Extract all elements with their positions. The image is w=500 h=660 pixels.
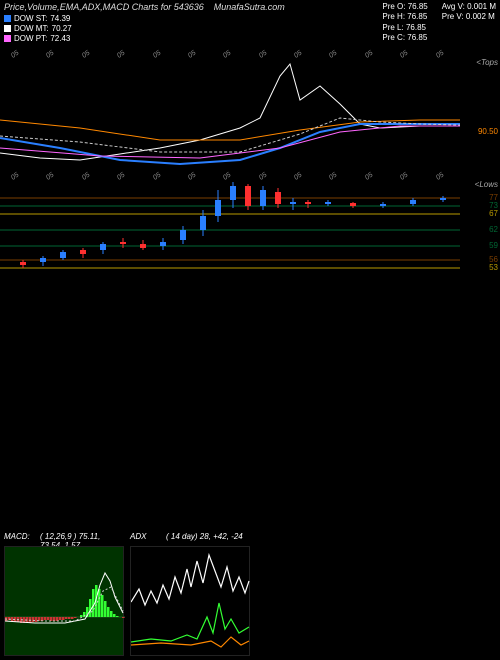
title-text: Price,Volume,EMA,ADX,MACD Charts for 543… (4, 2, 204, 12)
pre-c: Pre C: 76.85 (382, 33, 427, 43)
legend-pt-value: 72.43 (50, 34, 70, 43)
legend-st-value: 74.39 (50, 14, 70, 23)
lows-label: <Lows (475, 180, 498, 189)
legend-st: DOW ST: 74.39 (4, 14, 382, 23)
legend-pt-label: DOW PT: (14, 34, 47, 43)
date-axis-mid: 05050505050505050505050505 (0, 168, 500, 180)
site-name: MunafaSutra.com (214, 2, 285, 12)
candle-panel: <Lows 77736762595653 (0, 180, 500, 290)
price-mark: 90.50 (478, 127, 498, 136)
header-left: Price,Volume,EMA,ADX,MACD Charts for 543… (4, 2, 382, 44)
pre-l: Pre L: 76.85 (382, 23, 427, 33)
avg-v: Avg V: 0.001 M (442, 2, 496, 12)
header: Price,Volume,EMA,ADX,MACD Charts for 543… (0, 0, 500, 46)
ema-panel: <Tops 90.50 (0, 58, 500, 168)
tops-label: <Tops (476, 58, 498, 67)
macd-title: MACD: (4, 532, 30, 541)
legend-mt-value: 70.27 (52, 24, 72, 33)
legend-st-label: DOW ST: (14, 14, 47, 23)
candle-chart (0, 180, 480, 280)
pre-o: Pre O: 76.85 (382, 2, 427, 12)
legend-pt-color (4, 35, 11, 42)
indicators-row: MACD: ( 12,26,9 ) 75.11, 73.54, 1.57 ADX… (0, 546, 254, 656)
adx-container: ADX ( 14 day) 28, +42, -24 (130, 546, 250, 656)
legend-mt-color (4, 25, 11, 32)
stats-vol: Avg V: 0.001 M Pre V: 0.002 M (442, 2, 496, 44)
macd-box (4, 546, 124, 656)
legend-mt: DOW MT: 70.27 (4, 24, 382, 33)
adx-title: ADX (130, 532, 146, 541)
pre-h: Pre H: 76.85 (382, 12, 427, 22)
stats-ohlc: Pre O: 76.85 Pre H: 76.85 Pre L: 76.85 P… (382, 2, 427, 44)
adx-box (130, 546, 250, 656)
legend-st-color (4, 15, 11, 22)
ema-chart (0, 58, 480, 168)
macd-container: MACD: ( 12,26,9 ) 75.11, 73.54, 1.57 (4, 546, 124, 656)
pre-v: Pre V: 0.002 M (442, 12, 496, 22)
date-axis-top: 05050505050505050505050505 (0, 46, 500, 58)
legend-mt-label: DOW MT: (14, 24, 49, 33)
macd-chart (5, 547, 125, 657)
legend-pt: DOW PT: 72.43 (4, 34, 382, 43)
adx-params: ( 14 day) 28, +42, -24 (166, 532, 243, 541)
adx-chart (131, 547, 251, 657)
chart-title: Price,Volume,EMA,ADX,MACD Charts for 543… (4, 2, 382, 12)
